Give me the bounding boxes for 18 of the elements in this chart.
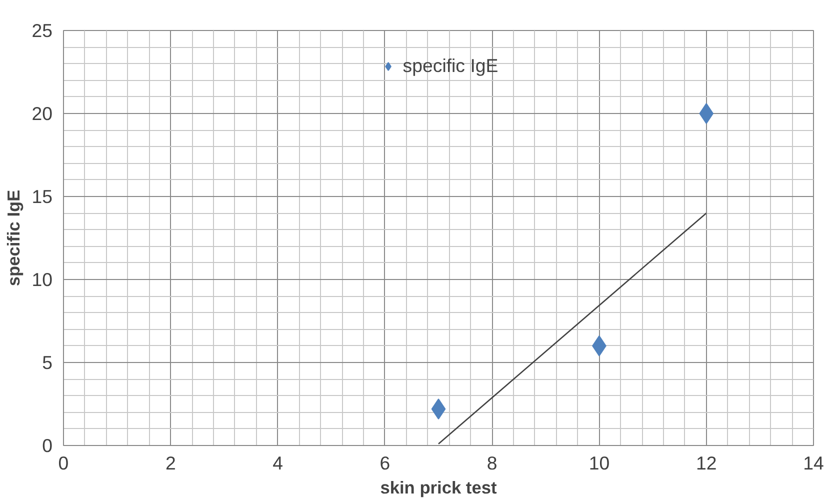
x-tick-label: 4 — [272, 452, 283, 474]
y-axis-title: specific IgE — [4, 190, 24, 286]
x-tick-label: 14 — [803, 452, 824, 474]
y-tick-label: 15 — [32, 186, 53, 207]
y-tick-label: 20 — [32, 103, 53, 124]
x-tick-label: 0 — [58, 452, 69, 474]
x-axis-title: skin prick test — [380, 478, 497, 498]
x-tick-label: 2 — [165, 452, 176, 474]
x-tick-label: 6 — [380, 452, 390, 474]
x-tick-label: 10 — [588, 452, 610, 474]
y-tick-label: 10 — [32, 269, 53, 290]
x-tick-label: 8 — [486, 452, 498, 474]
y-tick-label: 5 — [42, 352, 53, 373]
y-tick-label: 25 — [32, 20, 53, 41]
point — [699, 103, 714, 124]
x-tick-label: 12 — [696, 452, 717, 474]
legend-label: specific IgE — [402, 55, 498, 77]
y-tick-label: 0 — [42, 435, 53, 456]
